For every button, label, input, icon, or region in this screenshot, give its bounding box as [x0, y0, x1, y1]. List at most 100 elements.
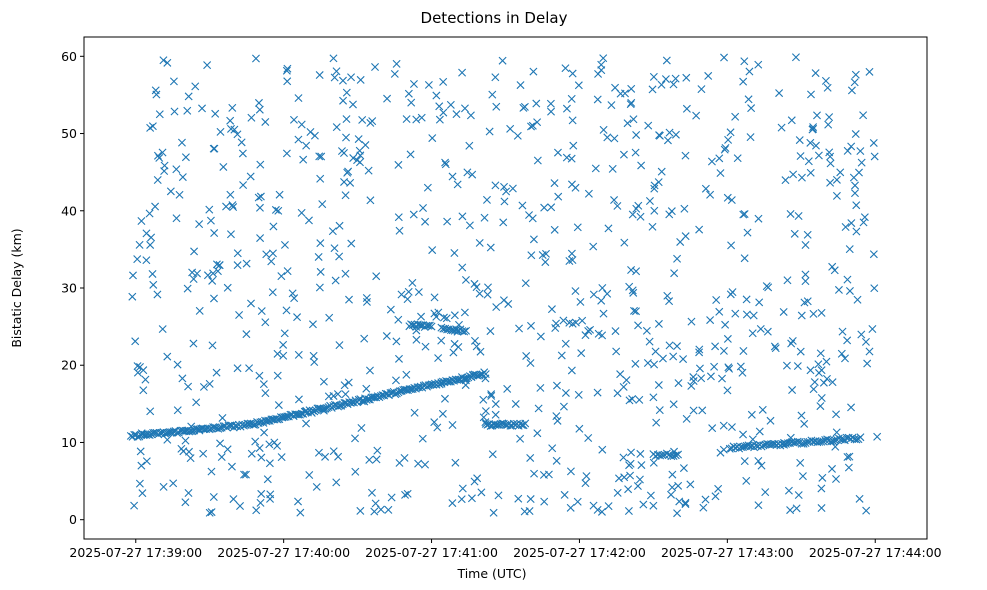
data-point — [782, 361, 791, 370]
data-point — [847, 142, 856, 151]
data-point — [271, 205, 280, 214]
data-point — [811, 69, 820, 78]
data-point — [226, 116, 235, 125]
data-point — [261, 318, 270, 327]
data-point — [189, 339, 198, 348]
data-point — [294, 350, 303, 359]
data-point — [559, 402, 568, 411]
data-point — [850, 78, 859, 87]
data-point — [786, 209, 795, 218]
data-point — [458, 263, 467, 272]
data-point — [261, 117, 270, 126]
data-point — [860, 213, 869, 222]
track-point — [437, 378, 446, 387]
data-point — [133, 255, 142, 264]
data-point — [349, 154, 358, 163]
data-point — [725, 364, 734, 373]
track-point — [427, 322, 436, 331]
data-point — [392, 337, 401, 346]
data-point — [845, 245, 854, 254]
data-point — [627, 84, 636, 93]
data-point — [663, 136, 672, 145]
data-point — [539, 470, 548, 479]
track-point — [856, 433, 865, 442]
data-point — [330, 244, 339, 253]
data-point — [644, 121, 653, 130]
data-point — [183, 106, 192, 115]
data-point — [652, 418, 661, 427]
data-point — [665, 128, 674, 137]
data-point — [826, 152, 835, 161]
data-point — [491, 410, 500, 419]
data-point — [146, 240, 155, 249]
data-point — [521, 279, 530, 288]
data-point — [283, 64, 292, 73]
y-tick-label: 10 — [61, 435, 77, 450]
data-point — [663, 291, 672, 300]
data-point — [740, 57, 749, 66]
data-point — [786, 506, 795, 515]
data-point — [513, 131, 522, 140]
data-point — [251, 54, 260, 63]
data-point — [391, 376, 400, 385]
data-point — [406, 150, 415, 159]
data-point — [695, 225, 704, 234]
data-point — [740, 457, 749, 466]
data-point — [446, 100, 455, 109]
data-point — [304, 216, 313, 225]
data-point — [486, 327, 495, 336]
data-point — [177, 444, 186, 453]
data-point — [424, 80, 433, 89]
data-point — [673, 342, 682, 351]
data-point — [733, 154, 742, 163]
data-point — [149, 280, 158, 289]
data-point — [314, 252, 323, 261]
data-point — [803, 230, 812, 239]
data-point — [160, 167, 169, 176]
data-point — [629, 288, 638, 297]
data-point — [494, 491, 503, 500]
data-point — [362, 384, 371, 393]
data-point — [245, 364, 254, 373]
data-point — [485, 127, 494, 136]
data-point — [561, 339, 570, 348]
data-point — [847, 219, 856, 228]
data-point — [366, 196, 375, 205]
data-point — [142, 256, 151, 265]
data-point — [163, 58, 172, 67]
data-point — [565, 318, 574, 327]
data-point — [788, 386, 797, 395]
data-point — [532, 99, 541, 108]
track-point — [362, 395, 371, 404]
data-point — [279, 340, 288, 349]
data-point — [370, 507, 379, 516]
data-point — [807, 90, 815, 99]
data-point — [841, 223, 850, 231]
data-point — [736, 362, 745, 371]
data-point — [598, 445, 607, 454]
data-point — [339, 149, 348, 157]
data-point — [332, 123, 341, 132]
data-point — [832, 428, 841, 437]
data-point — [654, 178, 663, 187]
data-point — [499, 218, 508, 227]
data-point — [158, 148, 167, 157]
data-point — [630, 306, 639, 315]
data-point — [562, 153, 571, 162]
data-point — [679, 464, 688, 473]
data-point — [800, 298, 809, 307]
data-point — [766, 416, 775, 425]
data-point — [136, 447, 145, 456]
data-point — [547, 203, 556, 212]
data-point — [500, 182, 509, 191]
data-point — [394, 315, 403, 324]
data-point — [837, 349, 846, 358]
data-point — [275, 190, 284, 199]
data-point — [310, 358, 319, 367]
track-point — [491, 420, 500, 429]
data-point — [826, 178, 835, 187]
data-point — [340, 177, 349, 186]
data-point — [277, 272, 286, 281]
data-point — [195, 220, 204, 229]
data-point — [461, 275, 470, 284]
